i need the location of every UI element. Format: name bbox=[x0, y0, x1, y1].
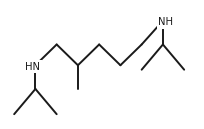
Text: NH: NH bbox=[158, 17, 173, 27]
Text: HN: HN bbox=[25, 62, 40, 72]
